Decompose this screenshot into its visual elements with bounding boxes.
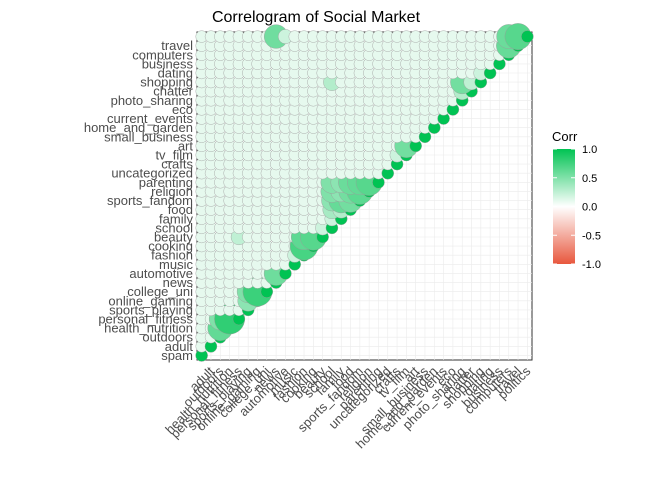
y-tick-label: business [142,56,194,71]
y-tick-label: dating [158,66,193,81]
y-tick-label: crafts [161,157,193,172]
legend-tick-label: 0.5 [582,173,597,185]
y-tick-label: photo_sharing [111,93,193,108]
y-tick-label: adult [165,339,194,354]
corr-circle-politics-politics [521,30,534,43]
y-tick-label: beauty [154,230,194,245]
y-tick-label: spam [161,348,193,363]
y-tick-label: cooking [148,239,193,254]
legend-tick-label: -1.0 [582,259,601,271]
legend-tick-label: 1.0 [582,144,597,156]
y-tick-label: personal_fitness [98,312,193,327]
y-tick-label: religion [151,184,193,199]
y-tick-label: college_uni [127,284,193,299]
y-tick-label: online_gaming [108,293,193,308]
legend-ticks: 1.0 0.5 0.0 -0.5 -1.0 [553,144,601,271]
y-tick-label: sports_fandom [107,193,193,208]
y-tick-label: eco [172,102,193,117]
y-tick-label: news [163,275,194,290]
y-tick-label: small_business [104,129,193,144]
y-tick-label: current_events [107,111,193,126]
y-tick-label: travel [161,38,193,53]
y-tick-label: uncategorized [111,166,193,181]
legend-title: Corr [552,129,578,144]
y-tick-label: automotive [129,266,193,281]
y-tick-label: health_nutrition [104,321,193,336]
y-tick-label: school [155,220,193,235]
y-tick-label: fashion [151,248,193,263]
y-tick-label: home_and_garden [84,120,193,135]
legend-colorbar [553,149,575,264]
correlation-cells [195,23,534,362]
y-tick-label: art [178,138,194,153]
y-tick-label: outdoors [142,330,193,345]
legend: Corr 1.0 0.5 0.0 -0.5 -1.0 [552,129,601,271]
legend-tick-label: -0.5 [582,230,601,242]
y-tick-label: computers [132,47,193,62]
legend-tick-label: 0.0 [582,202,597,214]
y-tick-label: shopping [140,75,193,90]
y-tick-label: family [159,211,193,226]
y-tick-label: food [168,202,193,217]
y-tick-label: parenting [139,175,193,190]
y-tick-label: music [159,257,193,272]
chart-title: Correlogram of Social Market [212,9,421,26]
y-tick-label: sports_playing [109,302,193,317]
y-tick-label: chatter [153,84,193,99]
y-tick-label: tv_film [155,148,193,163]
x-axis-labels: adultoutdoorshealth_nutritionpersonal_fi… [162,363,534,451]
y-axis-labels: spamadultoutdoorshealth_nutritionpersona… [84,38,194,363]
